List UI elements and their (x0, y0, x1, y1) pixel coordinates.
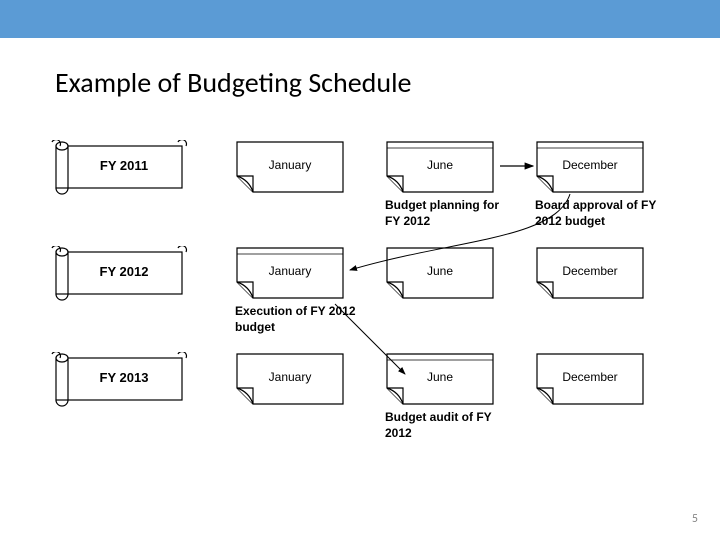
page-title: Example of Budgeting Schedule (55, 65, 411, 100)
year-label: FY 2012 (54, 264, 194, 279)
year-label: FY 2013 (54, 370, 194, 385)
month-label: January (235, 158, 345, 172)
year-scroll: FY 2011 (50, 140, 190, 194)
month-card: December (535, 352, 645, 406)
year-scroll: FY 2013 (50, 352, 190, 406)
year-scroll: FY 2012 (50, 246, 190, 300)
caption: Execution of FY 2012 budget (235, 304, 365, 335)
month-label: June (385, 370, 495, 384)
month-card: June Budget planning for FY 2012 (385, 140, 495, 194)
month-label: January (235, 264, 345, 278)
month-card: June Budget audit of FY 2012 (385, 352, 495, 406)
month-label: December (535, 158, 645, 172)
row-fy2012: FY 2012 January Execution of FY 2012 bud… (50, 246, 680, 300)
row-fy2011: FY 2011 January June Budget planning for… (50, 140, 680, 194)
caption: Board approval of FY 2012 budget (535, 198, 665, 229)
page-number: 5 (692, 512, 698, 526)
month-card: December Board approval of FY 2012 budge… (535, 140, 645, 194)
caption: Budget audit of FY 2012 (385, 410, 515, 441)
month-label: June (385, 158, 495, 172)
month-card: January Execution of FY 2012 budget (235, 246, 345, 300)
month-label: December (535, 370, 645, 384)
month-label: December (535, 264, 645, 278)
month-label: June (385, 264, 495, 278)
month-label: January (235, 370, 345, 384)
month-card: January (235, 140, 345, 194)
row-fy2013: FY 2013 January June Budget audit of FY … (50, 352, 680, 406)
month-card: January (235, 352, 345, 406)
header-bar (0, 0, 720, 38)
year-label: FY 2011 (54, 158, 194, 173)
schedule-grid: FY 2011 January June Budget planning for… (50, 140, 680, 458)
month-card: June (385, 246, 495, 300)
caption: Budget planning for FY 2012 (385, 198, 515, 229)
month-card: December (535, 246, 645, 300)
